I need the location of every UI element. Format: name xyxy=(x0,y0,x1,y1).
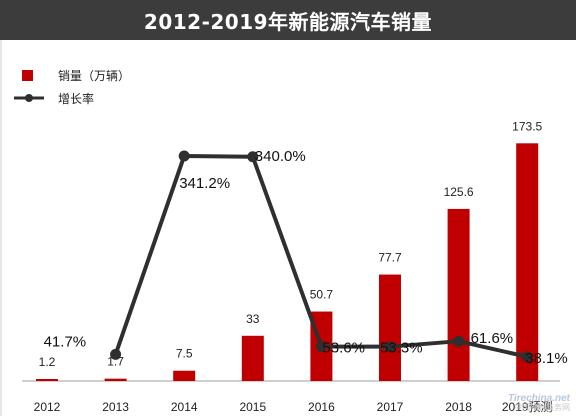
bar-2018 xyxy=(447,208,470,381)
x-tick-label: 2017 xyxy=(377,400,404,414)
title-bar: 2012-2019年新能源汽车销量 xyxy=(0,0,576,40)
x-tick-label: 2015 xyxy=(239,400,266,414)
bar-2017 xyxy=(379,274,401,381)
bar-value-label: 173.5 xyxy=(512,119,542,133)
growth-rate-label: 340.0% xyxy=(255,148,306,165)
bar-2015 xyxy=(241,335,264,381)
bar-value-label: 1.7 xyxy=(107,355,124,369)
bar-value-label: 50.7 xyxy=(310,288,334,302)
bar-value-label: 7.5 xyxy=(176,347,193,361)
bar-2014 xyxy=(173,370,196,381)
x-tick-label: 2016 xyxy=(308,400,335,414)
chart-title: 2012-2019年新能源汽车销量 xyxy=(143,9,433,34)
growth-point xyxy=(110,348,122,360)
bar-value-label: 33 xyxy=(246,312,260,326)
growth-point xyxy=(315,340,327,352)
legend-bar-label: 销量（万辆） xyxy=(58,69,130,83)
legend: 销量（万辆） 增长率 xyxy=(14,69,130,106)
bar-2012 xyxy=(36,379,58,381)
growth-rate-label: 341.2% xyxy=(179,175,230,192)
growth-point xyxy=(453,335,465,347)
bar-value-label: 1.2 xyxy=(39,355,56,369)
x-tick-label: 2013 xyxy=(102,400,129,414)
bar-value-label: 125.6 xyxy=(444,185,474,199)
x-tick-label: 2019预测 xyxy=(502,400,553,414)
watermark: Tirechina.net 中国轮胎商务网 xyxy=(507,393,570,413)
bar-value-label: 77.7 xyxy=(378,251,402,265)
growth-line-layer xyxy=(110,150,533,363)
growth-point xyxy=(521,351,533,363)
legend-line-marker xyxy=(25,94,33,102)
bar-2013 xyxy=(104,378,127,381)
legend-bar-swatch xyxy=(22,70,33,81)
growth-point xyxy=(247,151,259,163)
x-tick-label: 2012 xyxy=(34,400,61,414)
growth-rate-label: 53.3% xyxy=(380,340,423,357)
growth-rate-label: 41.7% xyxy=(44,333,87,350)
growth-rate-label: 53.6% xyxy=(322,339,365,356)
x-ticks-layer: 2012 2013 2014 2015 2016 2017 2018 2019预测 xyxy=(34,400,553,414)
x-tick-label: 2014 xyxy=(171,400,198,414)
growth-rate-label: 38.1% xyxy=(525,350,568,367)
x-tick-label: 2018 xyxy=(445,400,472,414)
bar-2019预测 xyxy=(516,143,539,381)
growth-rate-label: 61.6% xyxy=(471,330,514,347)
labels-layer: 1.2 1.7 7.5 33 50.7 77.7 125.6 173.5 41.7% 341.2%… xyxy=(39,119,568,369)
growth-point xyxy=(384,341,396,353)
watermark-text: 中国轮胎商务网 xyxy=(514,403,570,412)
growth-point xyxy=(178,150,190,162)
bars-layer xyxy=(36,143,539,381)
watermark-logo: Tirechina.net xyxy=(507,393,570,404)
legend-line-label: 增长率 xyxy=(58,91,94,106)
